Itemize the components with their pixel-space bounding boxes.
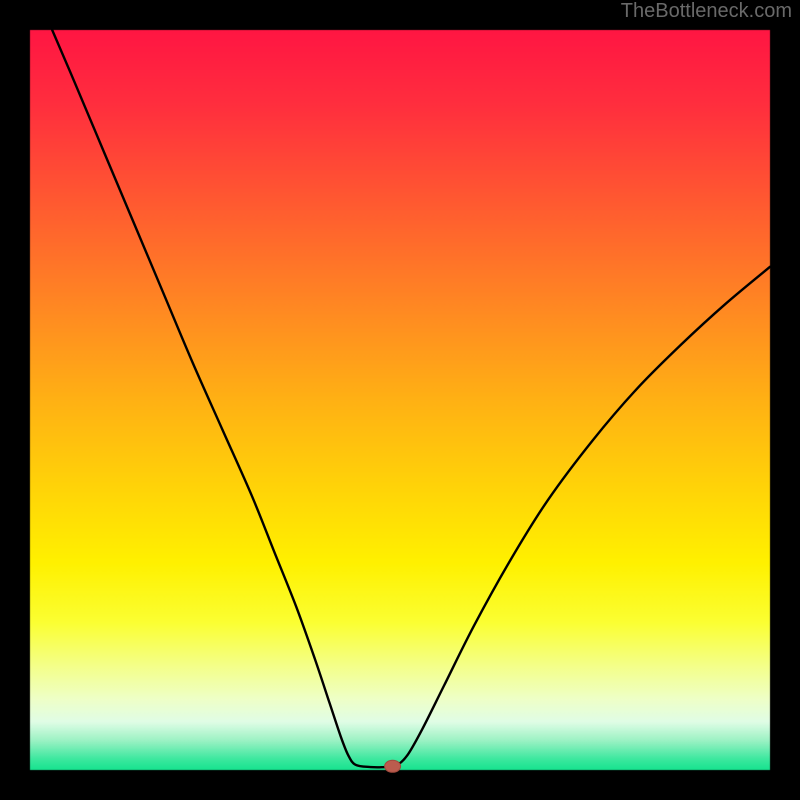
watermark-text: TheBottleneck.com <box>621 0 792 23</box>
chart-container: TheBottleneck.com <box>0 0 800 800</box>
gradient-background <box>0 0 800 800</box>
